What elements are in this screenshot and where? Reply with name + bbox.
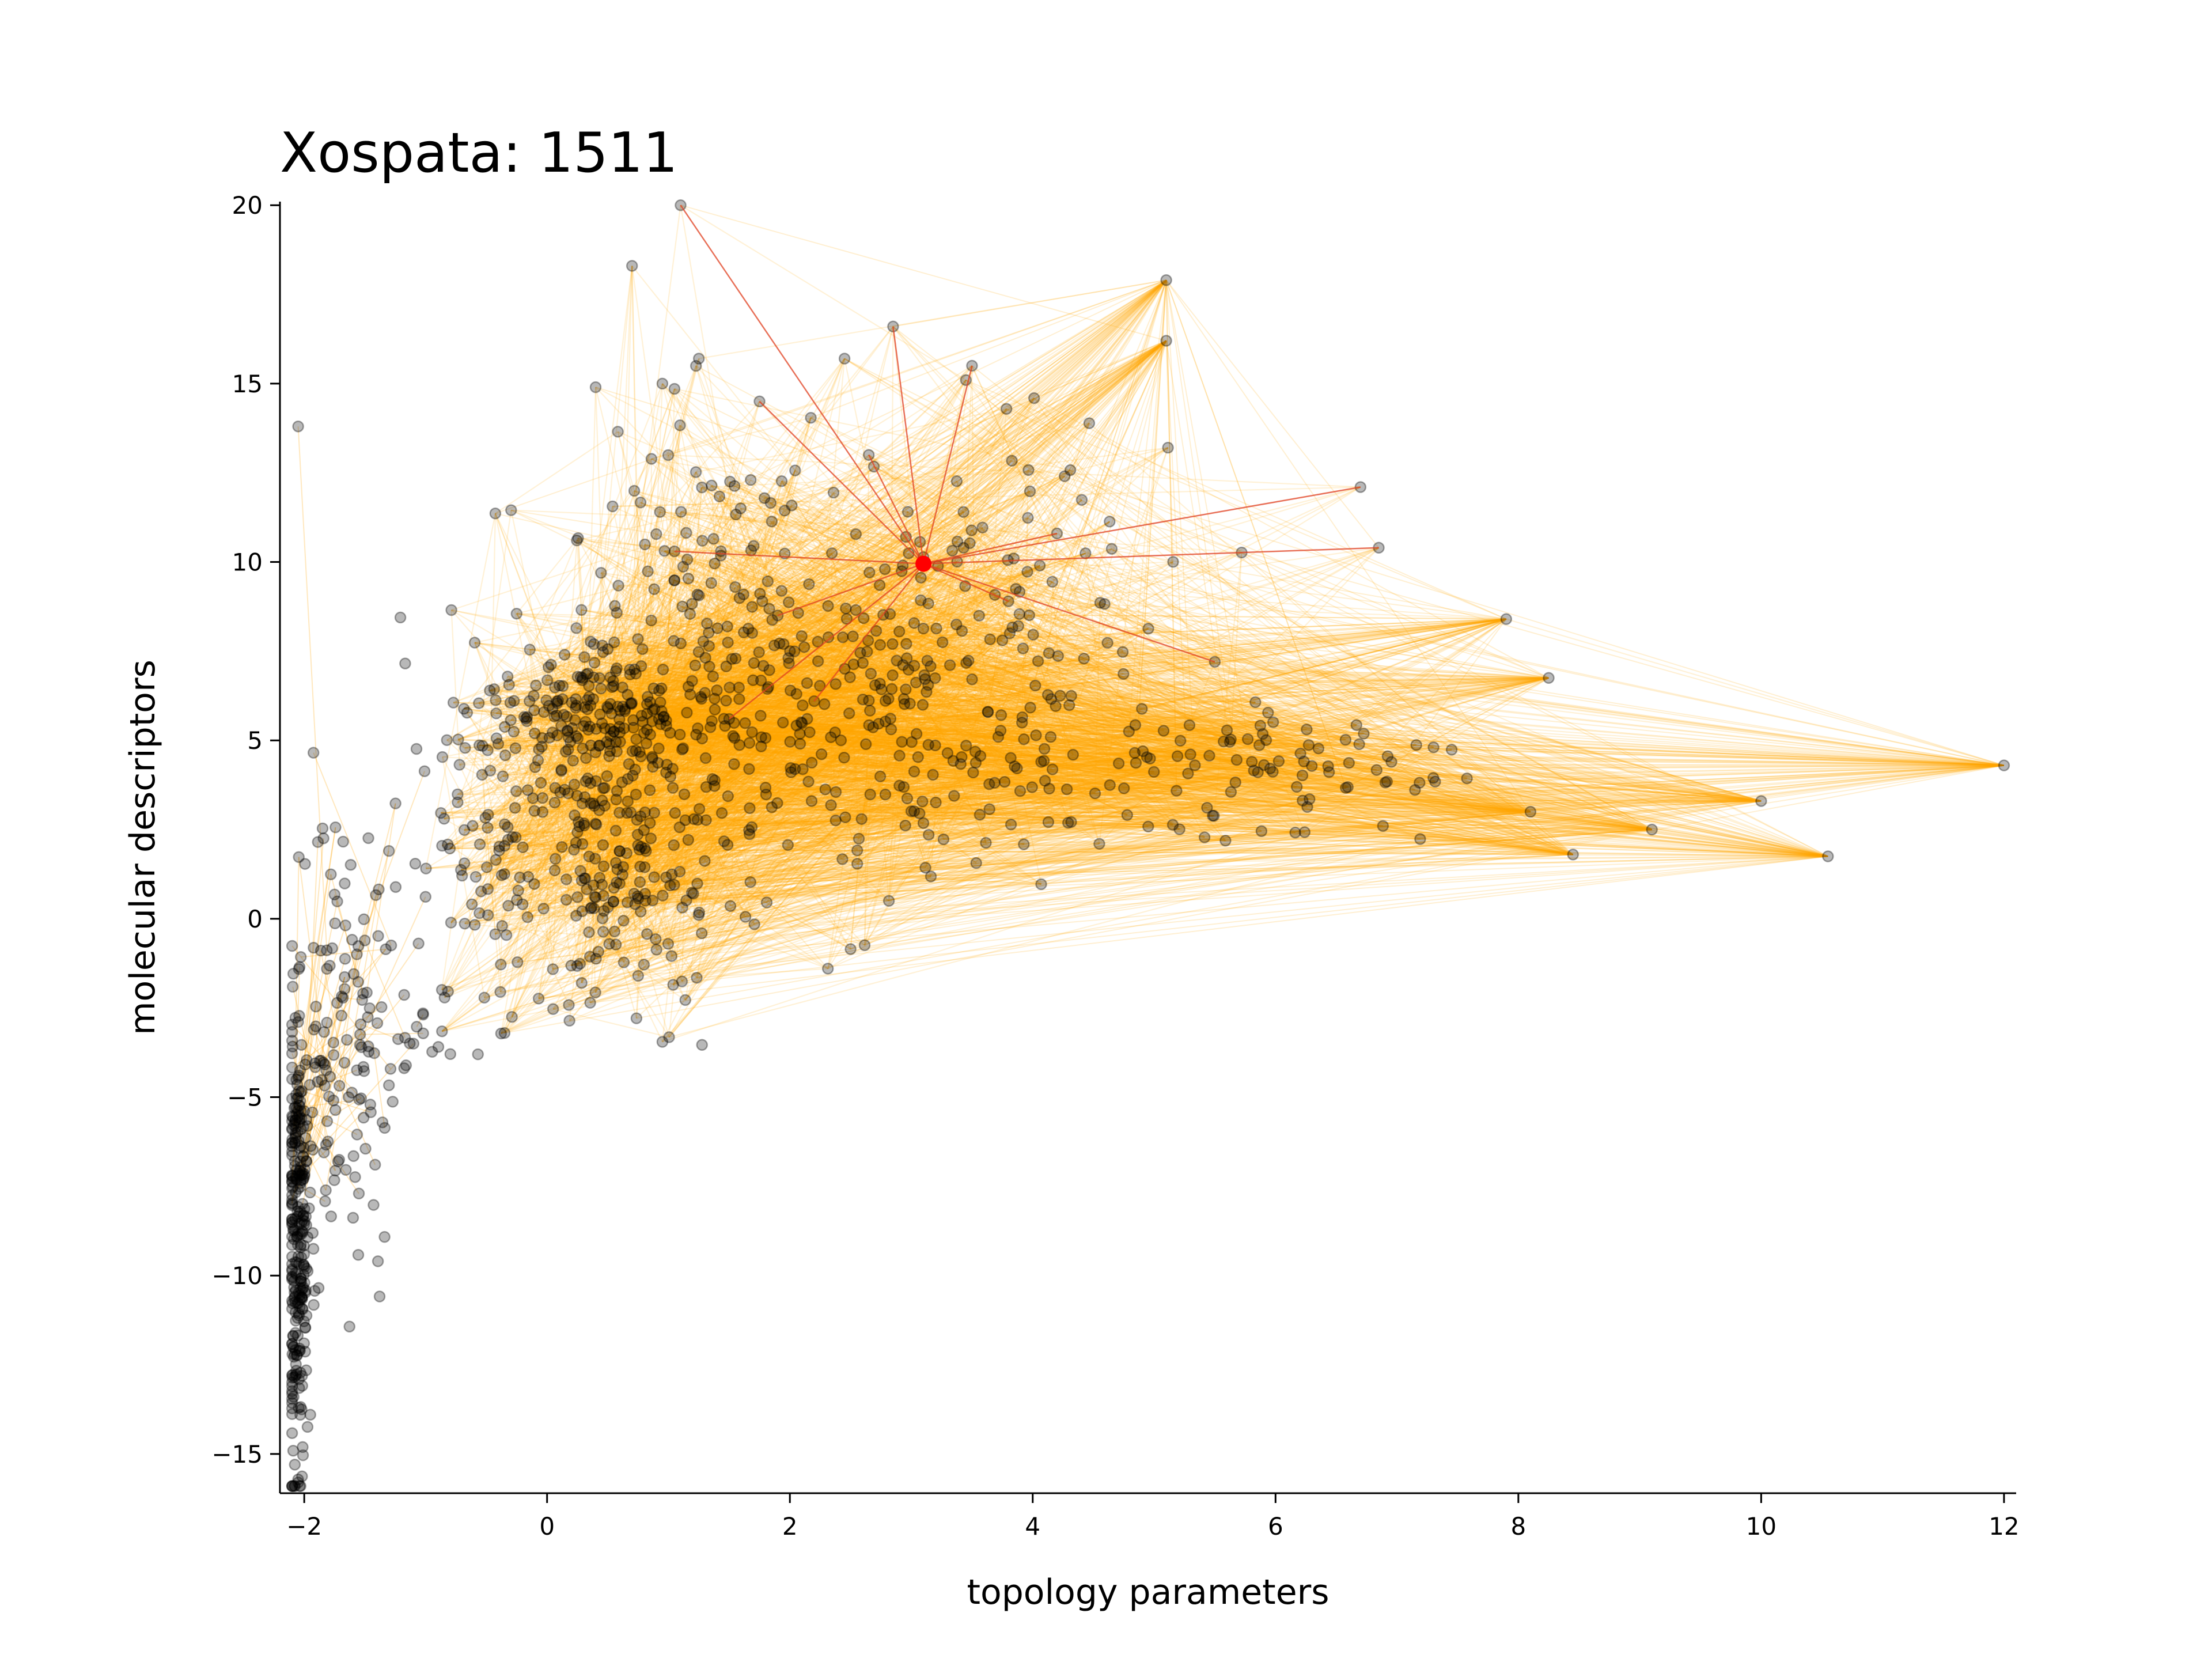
network-edge [1506,619,2004,766]
chart-title: Xospata: 1511 [280,122,678,185]
network-edge [681,205,966,380]
network-edge [360,1033,423,1035]
network-edge [298,426,327,950]
network-edge [1166,280,1379,548]
